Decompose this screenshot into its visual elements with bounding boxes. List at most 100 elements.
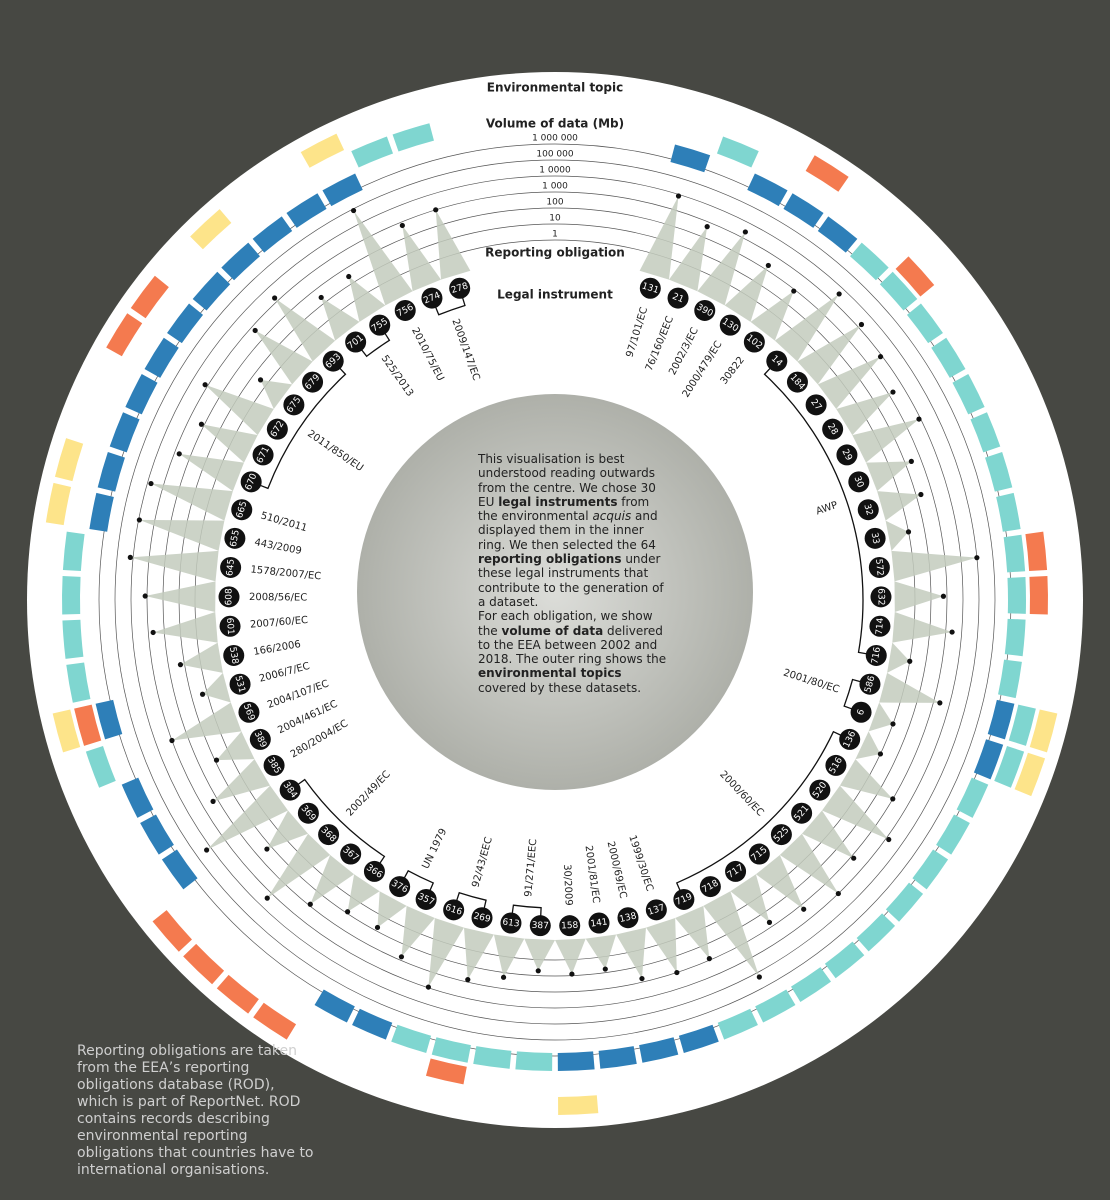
topic-tile bbox=[351, 136, 394, 168]
value-dot bbox=[877, 751, 884, 757]
spike bbox=[891, 550, 977, 582]
instrument-heading: Legal instrument bbox=[497, 288, 613, 302]
intro-paragraph: For each obligation, we show the volume … bbox=[478, 609, 668, 695]
intro-text: and displayed them in the inner ring. We… bbox=[478, 509, 658, 552]
topic-tile bbox=[322, 173, 363, 207]
obligation-badge bbox=[791, 802, 813, 824]
value-dot bbox=[344, 909, 351, 915]
topic-tile bbox=[952, 374, 985, 415]
instrument-bracket bbox=[456, 891, 487, 909]
spike bbox=[206, 785, 289, 851]
value-dot bbox=[742, 229, 748, 235]
obligation-badge bbox=[249, 728, 271, 750]
topic-tile bbox=[74, 704, 102, 746]
spike bbox=[817, 356, 881, 409]
topic-tile bbox=[996, 492, 1021, 532]
topic-tile bbox=[639, 1037, 679, 1063]
value-dot bbox=[176, 451, 182, 457]
value-dot bbox=[252, 327, 258, 334]
spike bbox=[401, 905, 435, 957]
value-dot bbox=[756, 974, 762, 980]
obligation-badge bbox=[870, 586, 892, 608]
topic-tile bbox=[97, 451, 125, 492]
spike bbox=[464, 927, 494, 980]
topic-tile bbox=[192, 271, 231, 311]
obligation-id: 30 bbox=[852, 475, 866, 490]
topic-tile bbox=[879, 271, 918, 311]
obligation-badge bbox=[219, 615, 241, 637]
topic-tile bbox=[109, 412, 140, 453]
topic-tile bbox=[54, 438, 84, 482]
instrument-label: 2008/56/EC bbox=[249, 592, 307, 604]
topic-tile bbox=[130, 275, 169, 319]
topic-tile bbox=[678, 1024, 719, 1054]
spike bbox=[201, 424, 258, 463]
value-dot bbox=[399, 222, 405, 229]
spike bbox=[205, 384, 274, 436]
value-dot bbox=[602, 966, 608, 972]
obligation-badge bbox=[850, 701, 872, 723]
value-dot bbox=[908, 458, 914, 464]
value-dot bbox=[199, 691, 206, 697]
spike bbox=[139, 519, 225, 551]
topic-tile bbox=[817, 216, 858, 253]
note: Reporting obligations are taken from the… bbox=[77, 1043, 314, 1178]
obligation-badge bbox=[699, 876, 721, 898]
obligation-badge bbox=[322, 350, 344, 372]
obligation-badge bbox=[223, 644, 245, 666]
spike bbox=[855, 731, 881, 760]
obligation-badge bbox=[694, 299, 716, 321]
value-dot bbox=[791, 288, 797, 294]
obligation-badge bbox=[389, 876, 411, 898]
grid-ring bbox=[130, 175, 980, 1025]
spike bbox=[180, 642, 223, 673]
value-dot bbox=[177, 662, 184, 668]
spike bbox=[435, 209, 471, 280]
topic-tile bbox=[144, 337, 179, 378]
grid-ring bbox=[146, 191, 964, 1009]
topic-tile bbox=[1025, 531, 1048, 572]
spike bbox=[703, 891, 760, 977]
value-dot bbox=[150, 629, 156, 636]
value-dot bbox=[639, 975, 645, 982]
grid-ring bbox=[114, 159, 996, 1041]
topic-tile bbox=[936, 814, 970, 855]
obligation-badge bbox=[809, 779, 831, 801]
obligation-badge bbox=[345, 331, 367, 353]
topic-tile bbox=[352, 1008, 393, 1040]
topic-tile bbox=[716, 136, 759, 168]
topic-tile bbox=[994, 746, 1025, 788]
instrument-label: 2007/60/EC bbox=[250, 615, 309, 631]
value-dot bbox=[916, 416, 922, 422]
intro: This visualisation is best understood re… bbox=[478, 452, 668, 695]
obligation-badge bbox=[786, 371, 808, 393]
value-dot bbox=[148, 480, 154, 487]
obligation-id: 665 bbox=[235, 500, 249, 519]
spike bbox=[130, 550, 219, 582]
value-dot bbox=[346, 273, 352, 280]
spike bbox=[377, 891, 407, 928]
topic-tile bbox=[1003, 534, 1026, 573]
obligation-id: 269 bbox=[472, 911, 491, 925]
obligation-id: 572 bbox=[873, 558, 885, 576]
value-dot bbox=[858, 321, 865, 328]
value-dot bbox=[569, 971, 575, 977]
topic-tile bbox=[314, 989, 355, 1023]
obligation-badge bbox=[869, 615, 891, 637]
spike bbox=[402, 225, 442, 292]
obligation-id: 716 bbox=[870, 646, 883, 665]
value-dot bbox=[905, 529, 912, 535]
value-dot bbox=[198, 421, 205, 427]
obligation-id: 538 bbox=[227, 646, 240, 665]
obligation-id: 387 bbox=[531, 921, 549, 932]
obligation-badge bbox=[231, 499, 253, 521]
obligation-badge bbox=[766, 350, 788, 372]
obligation-id: 586 bbox=[863, 674, 877, 693]
obligation-id: 131 bbox=[640, 281, 659, 296]
obligation-badge bbox=[318, 824, 340, 846]
instrument-bracket bbox=[361, 333, 391, 358]
obligation-id: 632 bbox=[875, 588, 885, 605]
spike bbox=[774, 293, 840, 362]
